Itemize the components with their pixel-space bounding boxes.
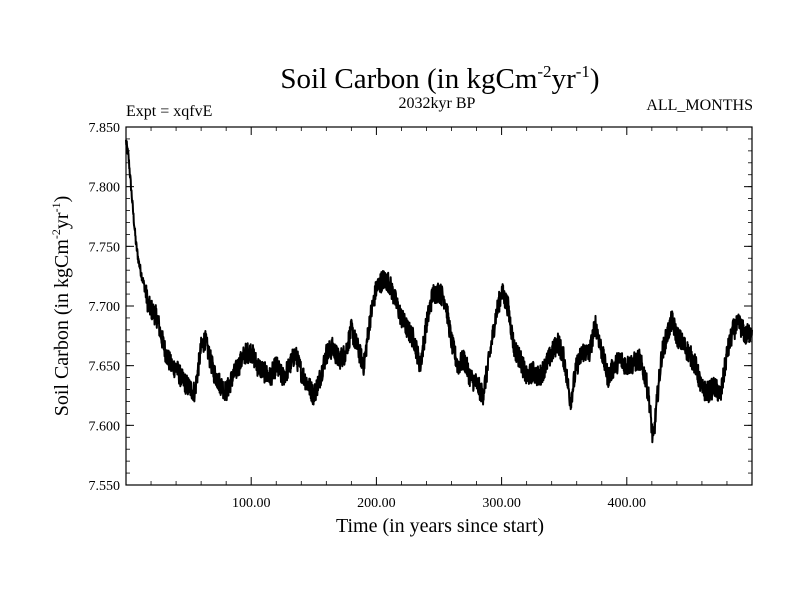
y-tick-label: 7.550: [89, 479, 121, 494]
y-axis-label-mid: yr: [51, 212, 73, 229]
y-axis-label: Soil Carbon (in kgCm-2yr-1): [49, 196, 73, 417]
axis-ticks: [126, 126, 752, 486]
x-tick-label: 100.00: [232, 496, 271, 511]
y-axis-label-close: ): [51, 196, 73, 203]
chart-title-mid: yr: [552, 63, 577, 95]
y-tick-label: 7.850: [89, 121, 121, 136]
soil-carbon-series-line: [125, 139, 753, 444]
y-tick-label: 7.700: [89, 300, 121, 315]
y-tick-labels: 7.550 7.600 7.650 7.700 7.750 7.800 7.850: [89, 121, 121, 494]
y-tick-label: 7.750: [89, 240, 121, 255]
subtitle-center: 2032kyr BP: [399, 95, 476, 112]
y-tick-label: 7.800: [89, 181, 121, 196]
chart-title-exp1: -2: [537, 62, 551, 81]
x-tick-label: 200.00: [357, 496, 396, 511]
y-axis-label-exp1: -2: [49, 229, 63, 239]
y-axis-label-exp2: -1: [49, 202, 63, 212]
chart-title-main: Soil Carbon (in kgCm: [280, 63, 537, 95]
subtitle-right: ALL_MONTHS: [646, 97, 753, 114]
y-tick-label: 7.650: [89, 360, 121, 375]
chart-title: Soil Carbon (in kgCm-2yr-1): [280, 62, 599, 95]
x-tick-labels: 100.00 200.00 300.00 400.00: [232, 496, 646, 511]
subtitle-left: Expt = xqfvE: [126, 103, 212, 120]
chart-title-exp2: -1: [576, 62, 590, 81]
y-tick-label: 7.600: [89, 419, 121, 434]
x-tick-label: 400.00: [608, 496, 647, 511]
x-axis-label: Time (in years since start): [336, 515, 544, 537]
x-tick-label: 300.00: [482, 496, 521, 511]
y-axis-label-main: Soil Carbon (in kgCm: [51, 239, 73, 417]
chart-title-close: ): [590, 63, 600, 95]
plot-frame: [125, 126, 753, 486]
